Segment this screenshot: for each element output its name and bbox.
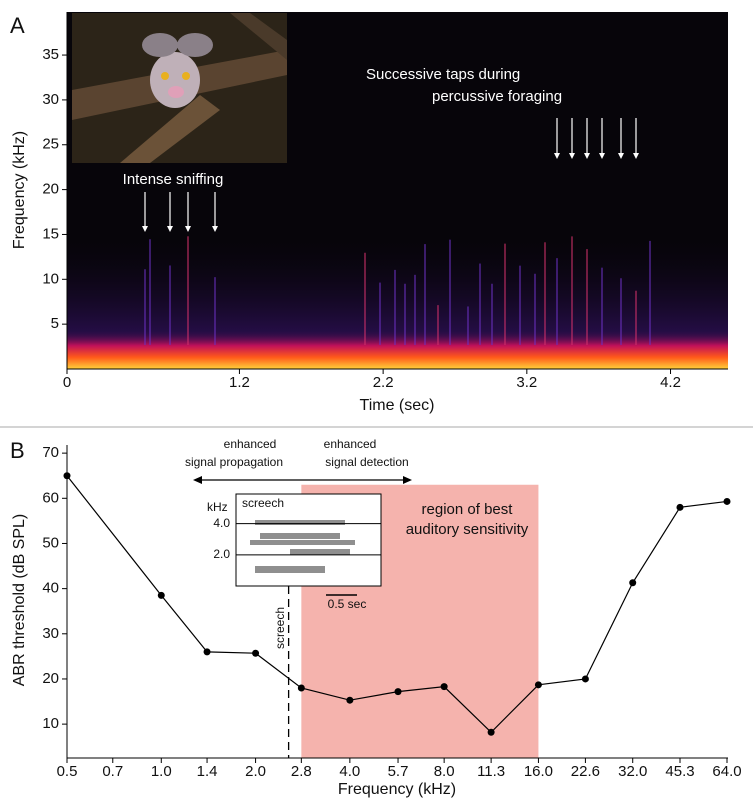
x-tick-label: 2.8 <box>291 763 312 780</box>
panel-b: B Frequency (kHz) ABR threshold (dB SPL)… <box>10 437 742 798</box>
point <box>297 684 305 692</box>
x-tick-label: 1.2 <box>229 374 250 391</box>
point <box>723 497 731 505</box>
y-tick-label: 20 <box>42 181 59 198</box>
y-tick-label: 60 <box>42 489 59 506</box>
photo <box>72 13 287 163</box>
spectrogram-streaks <box>144 236 651 345</box>
point <box>203 648 211 656</box>
x-axis-label: Time (sec) <box>360 397 435 414</box>
y-tick-label: 70 <box>42 444 59 461</box>
y-axis-label: Frequency (kHz) <box>11 131 28 249</box>
y-tick-label: 5 <box>51 315 59 332</box>
point <box>346 696 354 704</box>
x-tick-label: 2.0 <box>245 763 266 780</box>
annotation: Successive taps during <box>366 66 520 83</box>
x-tick-label: 1.4 <box>197 763 218 780</box>
inset-sound <box>255 520 345 525</box>
point <box>394 688 402 696</box>
x-tick-label: 64.0 <box>712 763 741 780</box>
panel-a: Intense sniffing Successive taps during … <box>10 12 728 414</box>
y-tick-label: 10 <box>42 270 59 287</box>
y-tick-label: 40 <box>42 580 59 597</box>
point <box>63 472 71 480</box>
inset-ylabel: kHz <box>207 500 228 514</box>
inset-sound <box>260 533 340 539</box>
x-tick-label: 16.0 <box>524 763 553 780</box>
x-tick-label: 11.3 <box>477 763 505 780</box>
point <box>534 681 542 689</box>
x-tick-label: 45.3 <box>665 763 694 780</box>
point <box>629 579 637 587</box>
inset-sound <box>290 549 350 555</box>
x-tick-label: 4.2 <box>660 374 681 391</box>
y-axis-label: ABR threshold (dB SPL) <box>11 514 28 687</box>
y-tick-label: 50 <box>42 534 59 551</box>
x-tick-label: 2.2 <box>373 374 394 391</box>
x-tick-label: 1.0 <box>151 763 172 780</box>
annotation: Intense sniffing <box>123 171 224 188</box>
point <box>440 683 448 691</box>
y-tick-label: 10 <box>42 715 59 732</box>
x-tick-label: 5.7 <box>388 763 409 780</box>
scale-bar-label: 0.5 sec <box>328 597 367 611</box>
x-tick-label: 0 <box>63 374 71 391</box>
inset-sound <box>250 540 355 545</box>
arrow-label: signal propagation <box>185 455 283 469</box>
point <box>252 649 260 657</box>
x-axis-label: Frequency (kHz) <box>338 781 456 798</box>
arrows <box>142 118 639 232</box>
arrow-label: signal detection <box>325 455 408 469</box>
y-tick-label: 25 <box>42 136 59 153</box>
panel-label: B <box>10 438 25 463</box>
y-tick-label: 15 <box>42 225 59 242</box>
x-tick-label: 8.0 <box>434 763 455 780</box>
arrow-label: enhanced <box>224 437 277 451</box>
x-tick-label: 0.7 <box>102 763 123 780</box>
screech-label: screech <box>273 607 287 649</box>
y-tick-label: 30 <box>42 625 59 642</box>
point <box>581 675 589 683</box>
y-tick-label: 20 <box>42 670 59 687</box>
spectrogram-floor <box>67 330 728 369</box>
inset-tick-label: 4.0 <box>213 516 230 530</box>
inset-tick-label: 2.0 <box>213 547 230 561</box>
inset-title: screech <box>242 496 284 510</box>
x-tick-label: 32.0 <box>618 763 647 780</box>
x-tick-label: 4.0 <box>339 763 360 780</box>
point <box>487 728 495 736</box>
x-tick-label: 3.2 <box>516 374 537 391</box>
point <box>676 503 684 511</box>
y-tick-label: 30 <box>42 91 59 108</box>
inset-sound <box>255 566 325 573</box>
x-tick-label: 22.6 <box>571 763 600 780</box>
region-label: region of best <box>422 501 514 518</box>
annotation: percussive foraging <box>432 88 562 105</box>
line <box>66 475 728 734</box>
point <box>157 591 165 599</box>
arrow-label: enhanced <box>324 437 377 451</box>
y-tick-label: 35 <box>42 46 59 63</box>
panel-label: A <box>10 13 25 38</box>
x-tick-label: 0.5 <box>57 763 78 780</box>
region-label: auditory sensitivity <box>406 521 529 538</box>
